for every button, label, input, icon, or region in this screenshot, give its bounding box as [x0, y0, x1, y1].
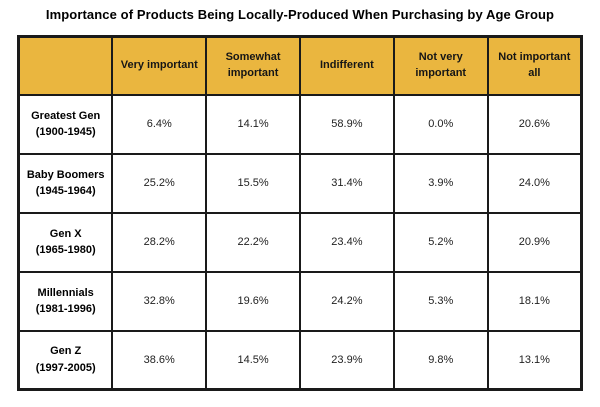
generation-name: Baby Boomers: [26, 168, 105, 181]
generation-name: Greatest Gen: [31, 109, 101, 122]
table-row-millennials: Millennials (1981-1996) 32.8% 19.6% 24.2…: [17, 270, 583, 332]
data-cell: 20.6%: [486, 93, 583, 155]
corner-cell: [17, 35, 114, 96]
table-row-gen-x: Gen X (1965-1980) 28.2% 22.2% 23.4% 5.2%…: [17, 211, 583, 273]
generation-name: Millennials: [37, 286, 94, 299]
data-cell: 58.9%: [298, 93, 395, 155]
page-title: Importance of Products Being Locally-Pro…: [45, 7, 555, 22]
generation-name: Gen X: [49, 227, 82, 240]
header-row: Very important Somewhat important Indiff…: [17, 35, 583, 96]
data-cell: 0.0%: [392, 93, 489, 155]
data-cell: 9.8%: [392, 329, 489, 391]
table-row-greatest-gen: Greatest Gen (1900-1945) 6.4% 14.1% 58.9…: [17, 93, 583, 155]
data-cell: 20.9%: [486, 211, 583, 273]
generation-years: (1997-2005): [35, 361, 96, 374]
header-cell-not-very-important: Not very important: [392, 35, 489, 96]
data-cell: 23.4%: [298, 211, 395, 273]
data-cell: 24.0%: [486, 152, 583, 214]
generation-years: (1945-1964): [35, 185, 96, 197]
data-cell: 3.9%: [392, 152, 489, 214]
row-label-cell: Baby Boomers (1945-1964): [17, 152, 114, 214]
data-cell: 31.4%: [298, 152, 395, 214]
header-cell-somewhat-important: Somewhat important: [205, 35, 301, 96]
data-cell: 32.8%: [111, 270, 208, 332]
data-cell: 38.6%: [111, 329, 208, 391]
generation-years: (1965-1980): [35, 244, 96, 256]
data-cell: 24.2%: [298, 270, 395, 332]
data-cell: 5.2%: [392, 211, 489, 273]
data-cell: 18.1%: [486, 270, 583, 332]
table-row-baby-boomers: Baby Boomers (1945-1964) 25.2% 15.5% 31.…: [17, 152, 583, 214]
data-cell: 14.5%: [205, 329, 301, 391]
generation-years: (1900-1945): [35, 126, 96, 138]
row-label-cell: Gen X (1965-1980): [17, 211, 114, 273]
data-cell: 25.2%: [111, 152, 208, 214]
header-cell-very-important: Very important: [111, 35, 208, 96]
header-cell-indifferent: Indifferent: [298, 35, 395, 96]
age-group-importance-table: Very important Somewhat important Indiff…: [17, 35, 583, 391]
data-cell: 23.9%: [298, 329, 395, 391]
header-cell-not-important-all: Not important all: [486, 35, 583, 96]
data-cell: 22.2%: [205, 211, 301, 273]
table-row-gen-z: Gen Z (1997-2005) 38.6% 14.5% 23.9% 9.8%…: [17, 329, 583, 391]
generation-years: (1981-1996): [35, 303, 96, 315]
data-cell: 6.4%: [111, 93, 208, 155]
generation-name: Gen Z: [50, 345, 82, 358]
data-cell: 19.6%: [205, 270, 301, 332]
data-cell: 28.2%: [111, 211, 208, 273]
row-label-cell: Greatest Gen (1900-1945): [17, 93, 114, 155]
row-label-cell: Gen Z (1997-2005): [17, 329, 114, 391]
data-cell: 14.1%: [205, 93, 301, 155]
row-label-cell: Millennials (1981-1996): [17, 270, 114, 332]
data-cell: 15.5%: [205, 152, 301, 214]
data-cell: 13.1%: [486, 329, 583, 391]
data-cell: 5.3%: [392, 270, 489, 332]
